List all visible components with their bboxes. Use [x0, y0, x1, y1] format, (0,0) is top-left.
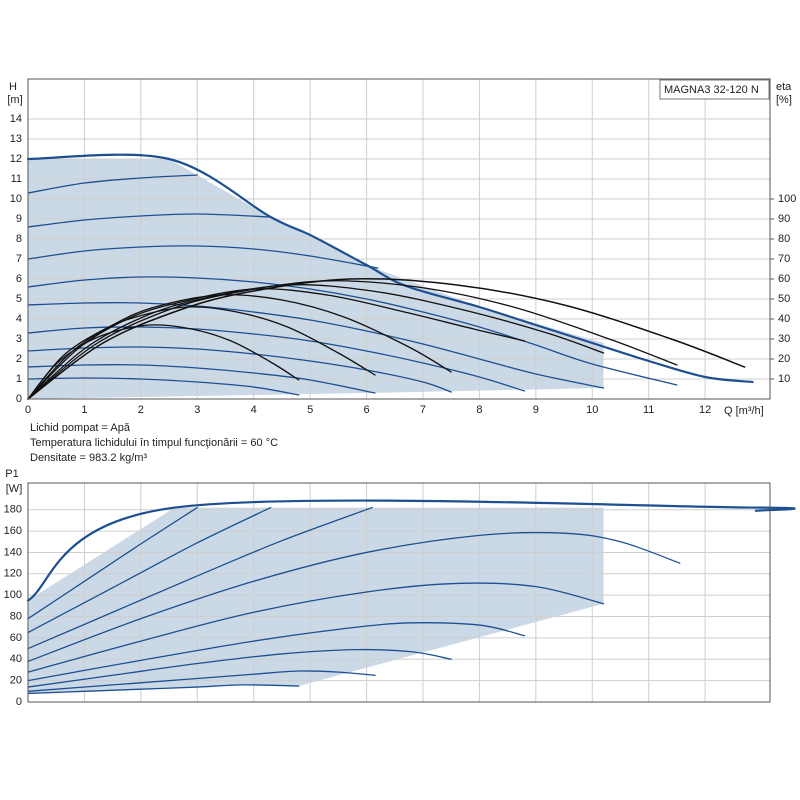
- curve: [27, 670, 376, 692]
- curve: [27, 506, 198, 620]
- curve: [27, 622, 526, 682]
- curve: [27, 326, 526, 392]
- curve: [27, 582, 605, 673]
- y2-tick-label: 40: [778, 313, 790, 325]
- y-tick-label: 180: [4, 504, 22, 516]
- note: Temperatura lichidului în timpul funcţio…: [30, 437, 278, 449]
- curve: [27, 306, 376, 400]
- curve: [27, 506, 373, 650]
- curve: [27, 213, 272, 228]
- curve: [26, 499, 796, 602]
- y2-tick-label: 70: [778, 253, 790, 265]
- y-tick-label: 100: [4, 589, 22, 601]
- y-tick-label: 60: [10, 632, 22, 644]
- y2-axis-unit: [%]: [776, 94, 792, 106]
- y-tick-label: 3: [16, 333, 22, 345]
- y-tick-label: 11: [11, 173, 22, 185]
- x-tick-label: 1: [81, 404, 87, 416]
- x-tick-label: 8: [476, 404, 482, 416]
- y-tick-label: 6: [16, 273, 22, 285]
- y-tick-label: 0: [16, 393, 22, 405]
- y-tick-label: 0: [16, 696, 22, 708]
- curve: [27, 506, 272, 634]
- x-tick-label: 4: [251, 404, 257, 416]
- curve: [27, 684, 300, 695]
- y-tick-label: 2: [16, 353, 22, 365]
- curve: [27, 277, 746, 400]
- curve: [27, 280, 678, 400]
- plot-frame: [27, 482, 771, 703]
- curve: [27, 531, 681, 663]
- y2-tick-label: 30: [778, 333, 790, 345]
- y2-tick-label: 20: [778, 353, 790, 365]
- curve: [27, 302, 605, 389]
- x-tick-label: 5: [307, 404, 313, 416]
- note: Densitate = 983.2 kg/m³: [30, 452, 147, 464]
- x-tick-label: 0: [25, 404, 31, 416]
- y2-tick-label: 80: [778, 233, 790, 245]
- y-tick-label: 1: [16, 373, 22, 385]
- y-tick-label: 20: [10, 675, 22, 687]
- x-tick-label: 9: [533, 404, 539, 416]
- plot-frame: [27, 78, 771, 400]
- y2-tick-label: 90: [778, 213, 790, 225]
- y-tick-label: 10: [10, 193, 22, 205]
- annotation: MAGNA3 32-120 N: [664, 84, 759, 96]
- curve: [27, 174, 198, 194]
- y-tick-label: 8: [16, 233, 22, 245]
- curve: [27, 276, 678, 386]
- x-tick-label: 2: [138, 404, 144, 416]
- y-tick-label: 4: [16, 313, 22, 325]
- y-tick-label: 13: [10, 133, 22, 145]
- y-tick-label: 120: [4, 568, 22, 580]
- y-axis-label: P1: [5, 468, 18, 480]
- y-tick-label: 80: [10, 610, 22, 622]
- x-tick-label: 7: [420, 404, 426, 416]
- x-tick-label: 3: [194, 404, 200, 416]
- curve: [27, 288, 526, 400]
- note: Lichid pompat = Apă: [30, 422, 131, 434]
- y-tick-label: 7: [16, 253, 22, 265]
- y-tick-label: 160: [4, 525, 22, 537]
- y-tick-label: 140: [4, 546, 22, 558]
- curve: [27, 346, 452, 393]
- x-tick-label: 10: [586, 404, 598, 416]
- curve: [27, 284, 605, 400]
- curve: [27, 364, 376, 394]
- y2-tick-label: 60: [778, 273, 790, 285]
- annotation-box: [659, 79, 770, 100]
- curve: [27, 324, 300, 400]
- y-axis-label: H: [9, 81, 17, 93]
- y-tick-label: 9: [16, 213, 22, 225]
- curve: [27, 294, 452, 400]
- x-tick-label: 6: [363, 404, 369, 416]
- curve: [27, 648, 452, 688]
- y2-axis-label: eta: [776, 81, 792, 93]
- y2-tick-label: 10: [778, 373, 790, 385]
- x-tick-label: 12: [699, 404, 711, 416]
- curve: [26, 153, 754, 384]
- curve: [27, 245, 379, 269]
- y-axis-unit: [m]: [7, 94, 22, 106]
- x-axis-label: Q [m³/h]: [724, 405, 764, 417]
- y2-tick-label: 100: [778, 193, 796, 205]
- x-tick-label: 11: [643, 404, 654, 416]
- plot: [26, 482, 796, 703]
- y-tick-label: 12: [10, 153, 22, 165]
- y2-tick-label: 50: [778, 293, 790, 305]
- curve: [27, 377, 300, 396]
- y-tick-label: 5: [16, 293, 22, 305]
- y-tick-label: 14: [10, 113, 22, 125]
- y-tick-label: 40: [10, 653, 22, 665]
- y-axis-unit: [W]: [6, 483, 23, 495]
- plot: [26, 78, 774, 400]
